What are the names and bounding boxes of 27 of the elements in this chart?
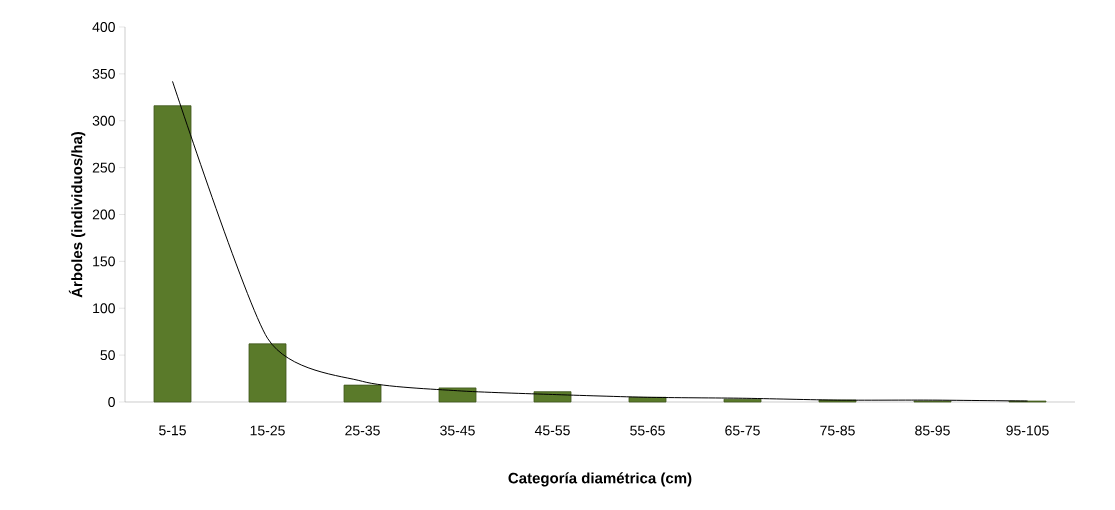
- x-tick-label: 85-95: [915, 425, 950, 436]
- y-axis-title: Árboles (individuos/ha): [68, 131, 86, 298]
- x-tick-label: 55-65: [630, 425, 665, 436]
- x-tick-label: 75-85: [820, 425, 855, 436]
- y-tick-label: 150: [93, 256, 115, 267]
- y-tick-label: 0: [108, 397, 115, 407]
- y-tick-label: 250: [92, 162, 115, 173]
- x-tick-label: 95-105: [1006, 425, 1049, 436]
- y-tick-label: 50: [100, 350, 115, 361]
- x-tick-label: 65-75: [725, 425, 760, 436]
- bar: [723, 398, 762, 403]
- x-axis-title: Categoría diamétrica (cm): [508, 472, 692, 487]
- x-tick-label: 25-35: [345, 425, 380, 436]
- y-tick-label: 100: [93, 303, 115, 314]
- y-tick-label: 200: [92, 209, 115, 220]
- bar: [438, 387, 477, 403]
- x-tick-label: 45-55: [534, 425, 570, 436]
- x-tick-label: 5-15: [159, 425, 186, 436]
- x-tick-label: 15-25: [250, 425, 285, 436]
- y-tick-label: 300: [92, 115, 115, 126]
- x-tick-label: 35-45: [440, 425, 475, 436]
- bar: [248, 343, 287, 403]
- line-series: [172, 80, 1028, 402]
- bar: [343, 384, 382, 403]
- y-tick-label: 350: [92, 68, 115, 79]
- bar: [153, 105, 192, 403]
- y-tick-label: 400: [92, 22, 115, 32]
